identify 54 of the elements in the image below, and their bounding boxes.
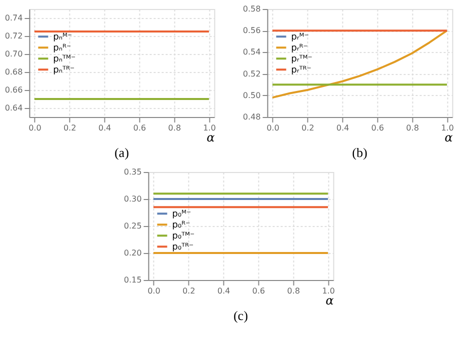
x-axis-title: α xyxy=(326,294,334,308)
legend-label: pₙᵀᴹ⁻ xyxy=(53,54,76,65)
legend-label: pᵣᴹ⁻ xyxy=(291,32,310,43)
legend-label: p₀ᵀᴿ⁻ xyxy=(172,242,194,253)
legend-label: pₙᴿ⁻ xyxy=(53,44,72,54)
y-tick-label: 0.74 xyxy=(4,14,23,22)
y-tick-label: 0.66 xyxy=(4,86,23,94)
x-tick-label: 0.0 xyxy=(148,286,160,296)
y-tick-label: 0.64 xyxy=(4,104,23,112)
legend-label: p₀ᴹ⁻ xyxy=(172,210,192,220)
y-tick-label: 0.70 xyxy=(4,50,23,58)
x-tick-label: 1.0 xyxy=(203,124,216,132)
y-tick-label: 0.72 xyxy=(4,32,23,40)
y-tick-label: 0.58 xyxy=(242,4,261,14)
x-tick-label: 0.6 xyxy=(133,124,146,132)
x-tick-label: 0.2 xyxy=(182,286,196,296)
y-tick-label: 0.50 xyxy=(242,90,261,100)
text: (c) xyxy=(233,308,248,323)
y-tick-label: 0.30 xyxy=(124,194,142,204)
y-tick-label: 0.15 xyxy=(124,276,142,284)
x-tick-label: 0.8 xyxy=(168,124,181,132)
legend-label: pᵣᵀᴹ⁻ xyxy=(291,54,313,65)
y-tick-label: 0.35 xyxy=(124,168,142,176)
y-tick-label: 0.20 xyxy=(124,248,142,258)
x-axis-title: α xyxy=(206,130,215,144)
x-tick-label: 0.6 xyxy=(252,286,266,296)
line-series xyxy=(271,30,448,99)
x-tick-label: 0.4 xyxy=(217,286,230,296)
y-tick-label: 0.48 xyxy=(242,112,261,122)
x-tick-label: 1.0 xyxy=(441,124,454,132)
y-tick-label: 0.52 xyxy=(242,69,261,78)
legend-label: pₙᴹ⁻ xyxy=(53,32,72,43)
x-tick-label: 0.8 xyxy=(406,124,419,132)
y-tick-label: 0.25 xyxy=(124,222,142,230)
x-tick-label: 0.2 xyxy=(63,124,76,132)
text: (b) xyxy=(352,145,368,160)
x-tick-label: 0.6 xyxy=(371,124,384,132)
legend-label: pᵣᴿ⁻ xyxy=(291,44,308,54)
legend-label: pᵣᵀᴿ⁻ xyxy=(291,66,312,76)
text: (a) xyxy=(114,145,129,160)
x-axis-title: α xyxy=(444,130,453,144)
x-tick-label: 0.8 xyxy=(287,286,300,296)
legend-label: p₀ᴿ⁻ xyxy=(172,220,190,231)
y-tick-label: 0.54 xyxy=(242,48,261,57)
x-tick-label: 0.4 xyxy=(336,124,350,132)
legend-label: pₙᵀᴿ⁻ xyxy=(53,66,75,76)
y-tick-label: 0.68 xyxy=(4,68,23,76)
x-tick-label: 0.4 xyxy=(98,124,112,132)
x-tick-label: 0.0 xyxy=(266,124,280,132)
x-tick-label: 0.2 xyxy=(301,124,314,132)
x-tick-label: 0.0 xyxy=(28,124,42,132)
y-tick-label: 0.56 xyxy=(242,26,261,36)
x-tick-label: 1.0 xyxy=(322,286,335,296)
legend-label: p₀ᵀᴹ⁻ xyxy=(172,232,195,242)
